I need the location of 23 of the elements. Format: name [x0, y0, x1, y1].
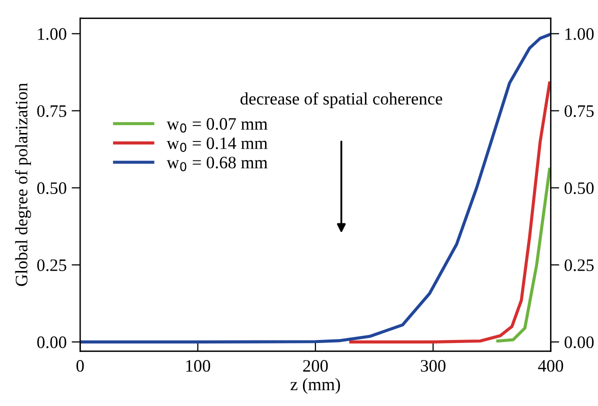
y2-tick-label: 1.00	[565, 28, 594, 40]
y-tick-label: 0.00	[37, 336, 66, 348]
x-tick-label: 100	[186, 360, 210, 372]
legend-label: w$_{0}$ = 0.14 mm	[166, 137, 268, 152]
y-tick-label: 0.50	[37, 182, 66, 194]
y2-tick-label: 0.75	[564, 105, 594, 118]
x-tick-label: 0	[76, 360, 84, 372]
line-series	[80, 33, 551, 344]
annotation: decrease of spatial coherence	[240, 92, 442, 108]
y2-tick-label: 0.50	[564, 182, 594, 194]
y2-tick-label: 0.00	[564, 336, 594, 348]
x-tick-label: 200	[303, 360, 328, 372]
y-tick-label: 1.00	[38, 28, 66, 40]
x-tick-label: 400	[538, 360, 564, 372]
legend-label: w$_{0}$ = 0.68 mm	[166, 156, 268, 172]
x-axis-title: z (mm)	[290, 378, 340, 394]
x-tick-label: 300	[420, 360, 446, 372]
y-tick-label: 0.25	[37, 259, 66, 272]
y2-tick-label: 0.25	[564, 259, 594, 272]
legend-label: w$_{0}$ = 0.07 mm	[166, 118, 268, 133]
y-axis-title: Global degree of polarization	[15, 83, 31, 286]
y-tick-label: 0.75	[37, 105, 66, 118]
line-series	[496, 168, 551, 343]
